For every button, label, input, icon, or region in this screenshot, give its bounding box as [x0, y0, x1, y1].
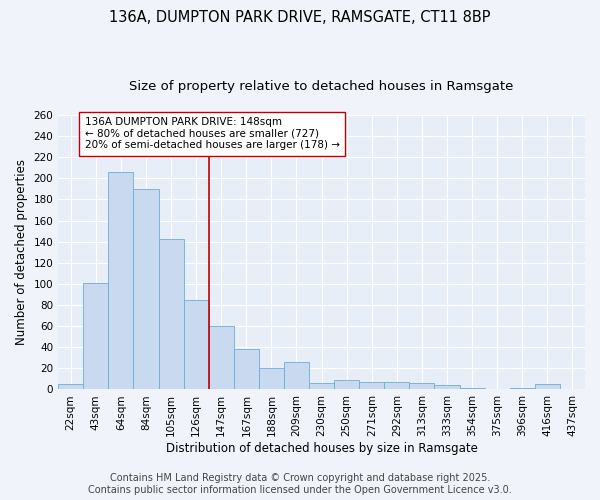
Bar	[409, 383, 434, 390]
Bar	[535, 384, 560, 390]
X-axis label: Distribution of detached houses by size in Ramsgate: Distribution of detached houses by size …	[166, 442, 478, 455]
Bar	[209, 326, 234, 390]
Bar	[259, 368, 284, 390]
Title: Size of property relative to detached houses in Ramsgate: Size of property relative to detached ho…	[130, 80, 514, 93]
Bar	[434, 385, 460, 390]
Text: Contains HM Land Registry data © Crown copyright and database right 2025.
Contai: Contains HM Land Registry data © Crown c…	[88, 474, 512, 495]
Bar	[284, 362, 309, 390]
Text: 136A DUMPTON PARK DRIVE: 148sqm
← 80% of detached houses are smaller (727)
20% o: 136A DUMPTON PARK DRIVE: 148sqm ← 80% of…	[85, 117, 340, 150]
Y-axis label: Number of detached properties: Number of detached properties	[15, 159, 28, 345]
Bar	[58, 384, 83, 390]
Text: 136A, DUMPTON PARK DRIVE, RAMSGATE, CT11 8BP: 136A, DUMPTON PARK DRIVE, RAMSGATE, CT11…	[109, 10, 491, 25]
Bar	[83, 283, 109, 390]
Bar	[184, 300, 209, 390]
Bar	[158, 238, 184, 390]
Bar	[334, 380, 359, 390]
Bar	[234, 350, 259, 390]
Bar	[510, 388, 535, 390]
Bar	[460, 388, 485, 390]
Bar	[309, 383, 334, 390]
Bar	[385, 382, 409, 390]
Bar	[133, 189, 158, 390]
Bar	[359, 382, 385, 390]
Bar	[109, 172, 133, 390]
